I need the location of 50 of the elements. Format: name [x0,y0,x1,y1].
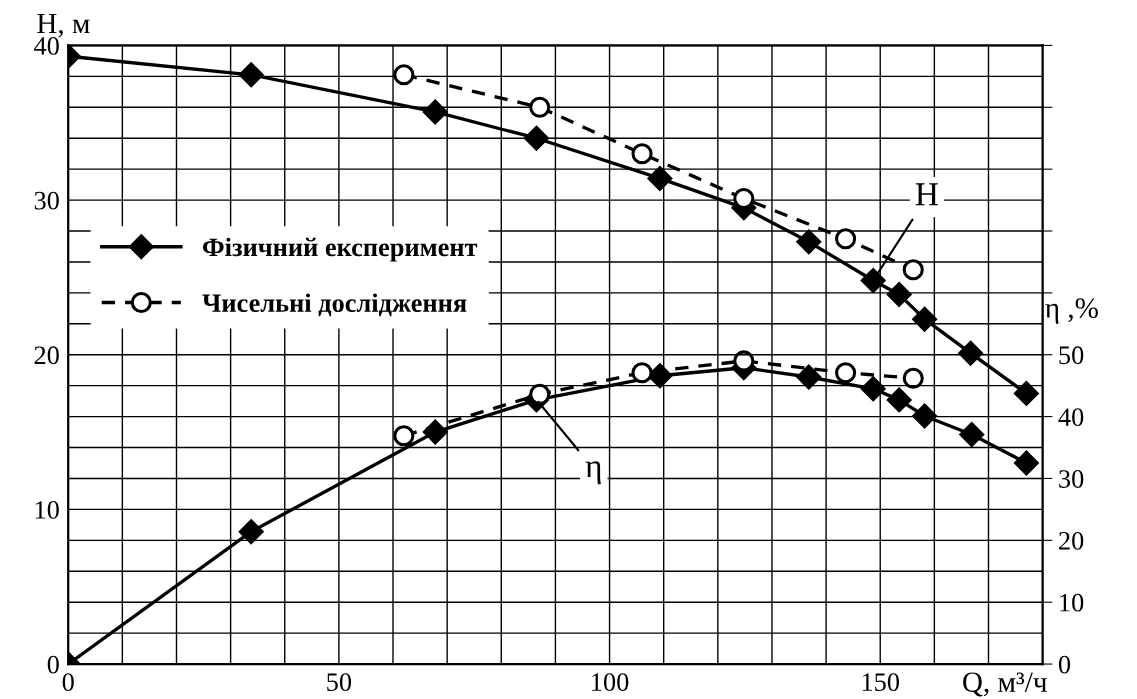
annotation: η [585,461,601,485]
point [912,306,937,332]
point [860,268,886,293]
x-tick-label: 100 [592,673,629,691]
point [1014,450,1039,476]
point [796,229,822,255]
x-tick-label: 150 [862,673,900,691]
x-tick-label: 50 [327,673,352,691]
point [835,362,857,384]
y2-tick-label: 40 [1058,408,1084,427]
y2-tick-label: 50 [1059,346,1084,365]
point [631,143,653,165]
point [902,367,924,389]
point [796,364,822,390]
point [912,403,937,429]
point [393,425,415,447]
y-axis-title: H, м [37,13,90,38]
y2-tick-label: 30 [1059,470,1084,488]
y-tick-label: 30 [34,191,59,210]
y-tick-label: 10 [35,501,59,519]
x-axis-title: Q, м³/ч [963,672,1047,697]
point [860,376,886,402]
point [886,282,912,307]
point [733,350,755,372]
point [529,96,551,118]
point [902,259,924,281]
y2-tick-label: 20 [1059,531,1084,550]
y2-tick-label: 10 [1060,593,1084,612]
y2-tick-label: 0 [1058,655,1071,674]
point [393,64,415,86]
legend-label: Чисельні дослідження [202,293,467,317]
y2-axis-title: η ,% [1045,298,1098,324]
x-tick-label: 0 [62,673,74,691]
point [958,340,983,366]
y-tick-label: 40 [34,37,59,55]
annotation: H [915,183,938,206]
point [886,387,912,413]
point [631,362,653,384]
point [647,166,673,191]
point [1014,381,1039,406]
y-tick-label: 0 [47,655,59,674]
legend-label: Фізичний експеримент [203,237,478,262]
point [529,383,551,405]
point [524,125,549,151]
point [959,422,985,447]
point [835,228,857,250]
point [422,99,448,125]
point [238,519,264,544]
y-tick-label: 20 [34,346,59,365]
point [238,62,264,88]
